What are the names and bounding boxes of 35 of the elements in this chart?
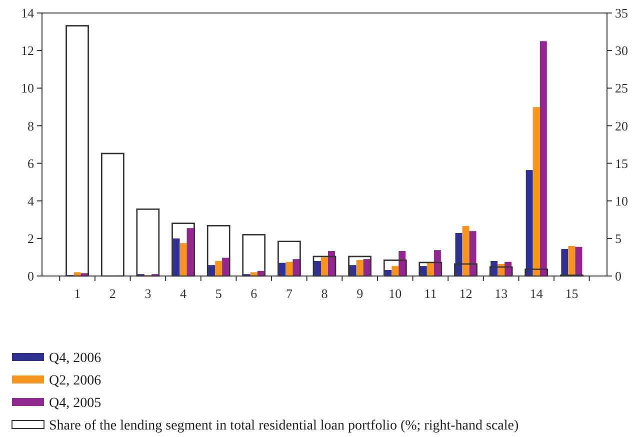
- y-tick-label: 12: [21, 43, 34, 58]
- y2-tick-label: 0: [615, 268, 622, 284]
- legend-label: Q4, 2005: [49, 396, 102, 411]
- x-tick-label: 12: [459, 286, 472, 301]
- y2-tick-label: 15: [615, 156, 628, 171]
- x-tick-label: 14: [530, 286, 544, 301]
- y-tick-label: 0: [28, 268, 34, 284]
- y-tick-label: 8: [28, 118, 34, 134]
- y-tick-label: 4: [28, 193, 34, 208]
- x-tick-label: 15: [565, 286, 578, 301]
- y-tick-label: 14: [21, 6, 34, 21]
- x-tick-label: 4: [180, 286, 187, 301]
- x-tick-label: 11: [424, 286, 437, 301]
- x-tick-label: 2: [109, 286, 116, 301]
- x-tick-label: 13: [494, 286, 508, 301]
- y2-tick-label: 35: [615, 6, 628, 21]
- legend-label: Q4, 2006: [49, 350, 102, 366]
- y-tick-label: 10: [21, 80, 34, 96]
- y-tick-label: 2: [28, 230, 34, 246]
- y2-tick-label: 25: [615, 80, 628, 96]
- y2-tick-label: 5: [615, 230, 622, 246]
- y2-tick-label: 30: [615, 43, 628, 58]
- x-tick-label: 5: [215, 286, 222, 301]
- x-tick-label: 10: [388, 286, 402, 301]
- legend-label: Share of the lending segment in total residential loan portfolio (%; right-hand scale): [49, 418, 519, 434]
- x-tick-label: 1: [74, 286, 81, 301]
- y2-tick-label: 20: [615, 118, 628, 134]
- x-tick-label: 9: [356, 286, 364, 301]
- legend-label: Q2, 2006: [49, 373, 102, 388]
- y2-tick-label: 10: [615, 193, 628, 208]
- x-tick-label: 7: [286, 286, 293, 301]
- y-tick-label: 6: [28, 156, 34, 171]
- x-tick-label: 3: [144, 286, 152, 301]
- x-tick-label: 8: [321, 286, 328, 301]
- x-tick-label: 6: [250, 286, 258, 301]
